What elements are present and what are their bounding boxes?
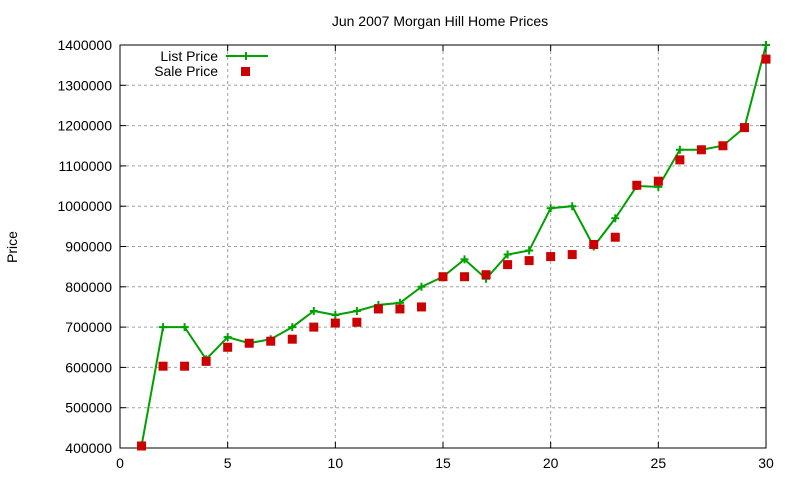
point-sale-price bbox=[653, 176, 663, 186]
x-tick-label: 30 bbox=[758, 455, 774, 471]
legend: List Price Sale Price bbox=[154, 48, 268, 79]
y-tick-label: 1300000 bbox=[57, 77, 112, 93]
point-sale-price bbox=[244, 338, 254, 348]
point-sale-price bbox=[266, 336, 276, 346]
legend-marker-list-price bbox=[242, 52, 250, 60]
point-sale-price bbox=[287, 334, 297, 344]
legend-label-list-price: List Price bbox=[160, 48, 218, 64]
point-list-price bbox=[352, 306, 361, 315]
point-list-price bbox=[309, 306, 318, 315]
point-sale-price bbox=[739, 123, 749, 133]
x-tick-label: 15 bbox=[435, 455, 451, 471]
point-sale-price bbox=[373, 304, 383, 314]
legend-label-sale-price: Sale Price bbox=[154, 63, 218, 79]
y-tick-label: 800000 bbox=[65, 279, 112, 295]
point-list-price bbox=[288, 323, 297, 332]
point-sale-price bbox=[567, 250, 577, 260]
y-tick-label: 1200000 bbox=[57, 118, 112, 134]
point-sale-price bbox=[438, 272, 448, 282]
point-sale-price bbox=[223, 342, 233, 352]
point-sale-price bbox=[352, 317, 362, 327]
point-sale-price bbox=[546, 252, 556, 262]
x-tick-label: 5 bbox=[224, 455, 232, 471]
point-list-price bbox=[503, 250, 512, 259]
point-sale-price bbox=[330, 318, 340, 328]
point-list-price bbox=[675, 145, 684, 154]
point-sale-price bbox=[589, 239, 599, 249]
point-list-price bbox=[417, 282, 426, 291]
point-sale-price bbox=[460, 272, 470, 282]
point-sale-price bbox=[180, 361, 190, 371]
y-tick-label: 900000 bbox=[65, 239, 112, 255]
y-tick-label: 1400000 bbox=[57, 37, 112, 53]
point-sale-price bbox=[395, 304, 405, 314]
point-sale-price bbox=[696, 145, 706, 155]
point-sale-price bbox=[632, 180, 642, 190]
point-sale-price bbox=[761, 54, 771, 64]
point-sale-price bbox=[503, 260, 513, 270]
x-tick-label: 0 bbox=[116, 455, 124, 471]
point-list-price bbox=[611, 214, 620, 223]
point-sale-price bbox=[158, 361, 168, 371]
point-sale-price bbox=[675, 155, 685, 165]
point-sale-price bbox=[416, 302, 426, 312]
x-tick-label: 20 bbox=[543, 455, 559, 471]
point-list-price bbox=[159, 323, 168, 332]
point-sale-price bbox=[610, 232, 620, 242]
y-tick-label: 1100000 bbox=[59, 158, 113, 174]
point-list-price bbox=[180, 323, 189, 332]
point-sale-price bbox=[309, 322, 319, 332]
point-list-price bbox=[460, 255, 469, 264]
series bbox=[137, 41, 771, 451]
point-sale-price bbox=[137, 441, 147, 451]
point-list-price bbox=[223, 333, 232, 342]
y-tick-label: 700000 bbox=[65, 319, 112, 335]
y-tick-label: 500000 bbox=[65, 400, 112, 416]
y-tick-label: 600000 bbox=[65, 359, 112, 375]
x-tick-label: 25 bbox=[651, 455, 667, 471]
point-sale-price bbox=[201, 356, 211, 366]
x-tick-label: 10 bbox=[328, 455, 344, 471]
point-list-price bbox=[525, 246, 534, 255]
point-list-price bbox=[546, 204, 555, 213]
legend-marker-sale-price bbox=[241, 67, 250, 76]
y-axis-label: Price bbox=[4, 231, 20, 263]
grid bbox=[120, 45, 766, 448]
plot-frame bbox=[119, 44, 767, 449]
chart-title: Jun 2007 Morgan Hill Home Prices bbox=[332, 13, 548, 29]
point-sale-price bbox=[718, 141, 728, 151]
point-list-price bbox=[762, 41, 770, 49]
y-tick-label: 400000 bbox=[65, 440, 112, 456]
point-sale-price bbox=[524, 256, 534, 266]
point-list-price bbox=[568, 202, 577, 211]
series-line-list-price bbox=[140, 44, 767, 447]
y-tick-label: 1000000 bbox=[57, 198, 112, 214]
point-list-price bbox=[331, 311, 340, 320]
point-sale-price bbox=[481, 270, 491, 280]
ticks: 0 5 10 15 20 25 30 400000 500000 600000 700000 8000… bbox=[57, 37, 774, 471]
